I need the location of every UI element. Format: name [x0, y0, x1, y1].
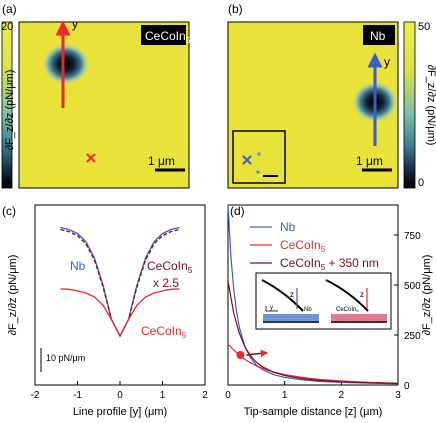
- vortex-a: [42, 43, 90, 85]
- legend-label-ce-shift: CeCoIn5 + 350 nm: [280, 256, 379, 272]
- plot-c-xtick-label: 0: [117, 390, 123, 401]
- plot-c-ylabel: ∂F_z/∂z (pN/μm): [7, 255, 19, 336]
- inset-schematic-d: z Nb y z CeCoIn5: [255, 272, 392, 330]
- scalebar-label-b: 1 μm: [356, 154, 383, 168]
- plot-d-series-2: [227, 280, 399, 384]
- plot-d-ytick-label: 250: [404, 331, 421, 342]
- plot-c-xtick-label: 2: [202, 390, 208, 401]
- annotation-ce-factor: x 2.5: [153, 276, 179, 290]
- plot-d-ytick-label: 750: [404, 231, 421, 242]
- panel-b: (b) y Nb 1 μm: [227, 2, 399, 189]
- colorbar-b-label: ∂F_z/∂z (pN/μm): [425, 65, 436, 146]
- axis-y-label-a: y: [72, 17, 78, 31]
- colorbar-b-min: 0: [418, 177, 424, 189]
- annotation-nb: Nb: [70, 259, 86, 273]
- plot-d-frame: [227, 204, 399, 386]
- material-label-a: CeCoIn5: [145, 29, 191, 45]
- plot-d-xtick-label: 3: [395, 390, 401, 401]
- panel-a-label: (a): [2, 2, 17, 16]
- plot-d-shift-arrow: [246, 349, 269, 358]
- panel-c-label: (c): [2, 204, 16, 218]
- plot-c-xtick-label: -1: [73, 390, 82, 401]
- scalebar-label-a: 1 μm: [148, 154, 175, 168]
- plot-d-ytick-label: 500: [404, 281, 421, 292]
- material-badge-b: [363, 25, 395, 45]
- red-cross-marker: [86, 153, 96, 163]
- colorbar-a-label: ∂F_z/∂z (pN/μm): [4, 70, 16, 151]
- plot-d-xtick-label: 2: [339, 390, 345, 401]
- plot-c-ticks: -2 -1 0 1 2: [31, 381, 208, 401]
- colorbar-b: 50 0 ∂F_z/∂z (pN/μm): [403, 21, 436, 189]
- panel-a: (a) y CeCoIn5 1 μm: [2, 2, 191, 189]
- map-a: [18, 21, 190, 189]
- scale-bar-c-label: 10 pN/μm: [46, 353, 85, 363]
- panel-c: (c) -2 -1 0 1 2 ∂F_z/∂z (pN/μm) Line profile…: [2, 204, 208, 418]
- plot-d-xtick-label: 0: [225, 390, 231, 401]
- svg-text:y: y: [270, 305, 273, 311]
- plot-d-ytick-label: 0: [404, 381, 410, 392]
- plot-d-series-1: [227, 343, 399, 384]
- material-badge-a: [141, 25, 186, 45]
- plot-c-xlabel: Line profile [y] (μm): [73, 406, 167, 418]
- plot-c-xtick-label: 1: [160, 390, 166, 401]
- svg-text:z: z: [360, 290, 364, 299]
- colorbar-a-min: 0: [4, 177, 10, 189]
- svg-text:z: z: [290, 290, 294, 299]
- plot-d-marker: [236, 351, 245, 359]
- plot-d-xtick-label: 1: [282, 390, 288, 401]
- panel-d-label: (d): [230, 204, 245, 218]
- plot-d-ylabel: ∂F_z/∂z (pN/μm): [421, 255, 433, 336]
- axis-y-label-b: y: [384, 55, 390, 69]
- plot-c-lines: [60, 226, 180, 338]
- legend-label-ce: CeCoIn5: [280, 238, 326, 254]
- svg-text:Nb: Nb: [304, 307, 312, 313]
- colorbar-a-max: 20: [1, 21, 13, 33]
- plot-c-series-2: [60, 288, 180, 338]
- svg-text:CeCoIn5: CeCoIn5: [336, 307, 359, 313]
- annotation-ce-scaled: CeCoIn5: [147, 259, 193, 275]
- panel-b-label: (b): [228, 2, 243, 16]
- colorbar-a: 20 0: [1, 21, 13, 189]
- plot-c-xtick-label: -2: [31, 390, 40, 401]
- legend-d: Nb CeCoIn5 CeCoIn5 + 350 nm: [250, 220, 379, 272]
- inset-map-b: [232, 130, 286, 184]
- colorbar-b-max: 50: [418, 21, 430, 33]
- annotation-ce: CeCoIn5: [141, 324, 187, 340]
- material-label-b: Nb: [370, 29, 386, 43]
- legend-label-nb: Nb: [280, 220, 296, 234]
- plot-d-lines: [227, 204, 399, 385]
- plot-d-xlabel: Tip-sample distance [z] (μm): [244, 406, 383, 418]
